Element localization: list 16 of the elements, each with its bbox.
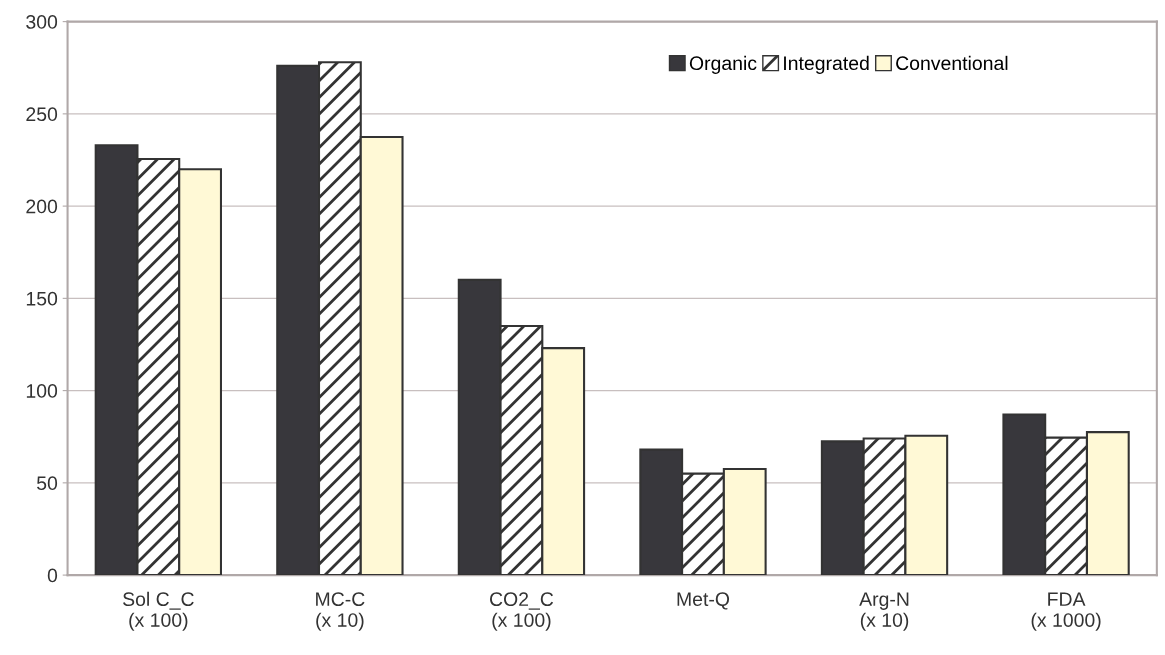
x-tick-label: FDA (x 1000): [1031, 592, 1101, 631]
x-tick-label: Sol C_C (x 100): [123, 591, 194, 631]
legend-label: Conventional: [896, 55, 1008, 71]
y-tick-label: 300: [26, 15, 58, 29]
legend-label: Integrated: [784, 55, 869, 74]
x-tick-label: Arg-N (x 10): [859, 592, 909, 631]
y-tick-label: 50: [37, 476, 58, 491]
y-tick-label: 100: [26, 384, 58, 398]
x-tick-label: Met-Q: [677, 592, 730, 610]
y-tick-label: 200: [26, 199, 58, 214]
x-tick-label: MC-C (x 10): [316, 592, 365, 631]
y-tick-label: 0: [47, 568, 58, 583]
y-tick-label: 150: [26, 291, 58, 306]
legend-label: Organic: [689, 55, 757, 74]
x-tick-label: CO2_C (x 100): [490, 592, 554, 631]
y-tick-label: 250: [26, 107, 58, 122]
